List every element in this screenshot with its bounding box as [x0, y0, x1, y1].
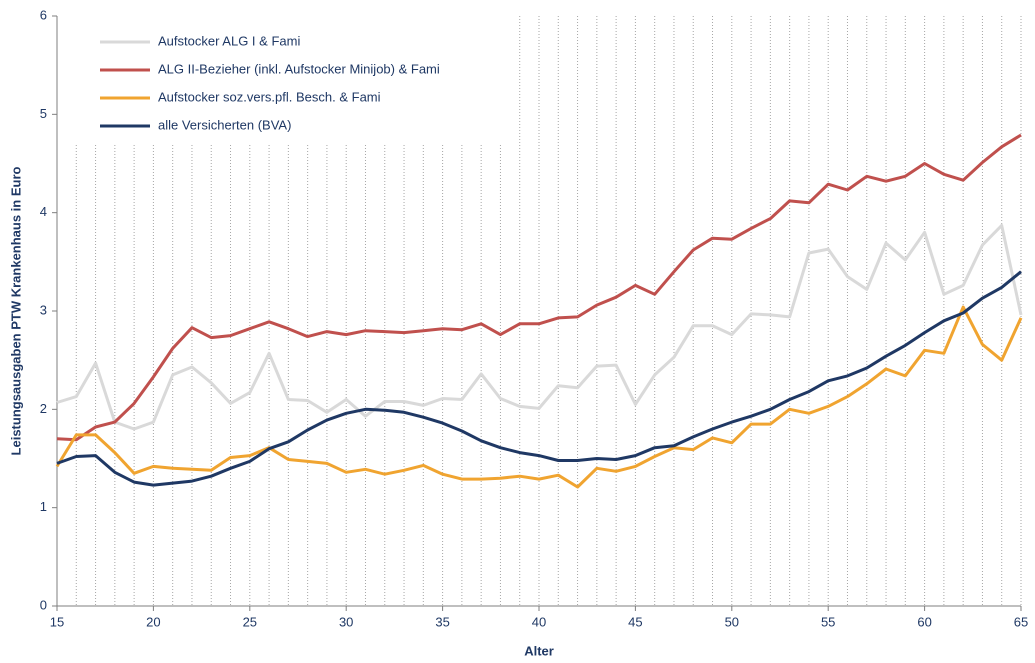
x-tick-label: 55	[821, 614, 835, 629]
y-tick-label: 4	[40, 204, 47, 219]
x-tick-label: 15	[50, 614, 64, 629]
x-tick-label: 60	[917, 614, 931, 629]
x-tick-label: 20	[146, 614, 160, 629]
x-axis-title: Alter	[524, 643, 554, 658]
x-tick-label: 40	[532, 614, 546, 629]
y-tick-label: 2	[40, 401, 47, 416]
x-tick-label: 65	[1014, 614, 1028, 629]
series-line	[56, 223, 1023, 431]
y-tick-label: 0	[40, 597, 47, 612]
series-line	[55, 305, 1023, 489]
legend-box	[58, 16, 516, 143]
legend-label: alle Versicherten (BVA)	[158, 117, 291, 132]
y-tick-label: 3	[40, 302, 47, 317]
x-tick-label: 25	[243, 614, 257, 629]
x-tick-label: 30	[339, 614, 353, 629]
y-axis-title: Leistungsausgaben PTW Krankenhaus in Eur…	[8, 166, 23, 455]
y-tick-label: 1	[40, 499, 47, 514]
legend-label: Aufstocker soz.vers.pfl. Besch. & Fami	[158, 89, 381, 104]
legend-label: Aufstocker ALG I & Fami	[158, 33, 300, 48]
y-tick-label: 6	[40, 7, 47, 22]
series-line	[56, 133, 1022, 442]
x-tick-label: 50	[725, 614, 739, 629]
y-tick-label: 5	[40, 106, 47, 121]
x-tick-label: 45	[628, 614, 642, 629]
x-tick-label: 35	[435, 614, 449, 629]
series-line	[56, 270, 1022, 487]
legend-label: ALG II-Bezieher (inkl. Aufstocker Minijo…	[158, 61, 440, 76]
